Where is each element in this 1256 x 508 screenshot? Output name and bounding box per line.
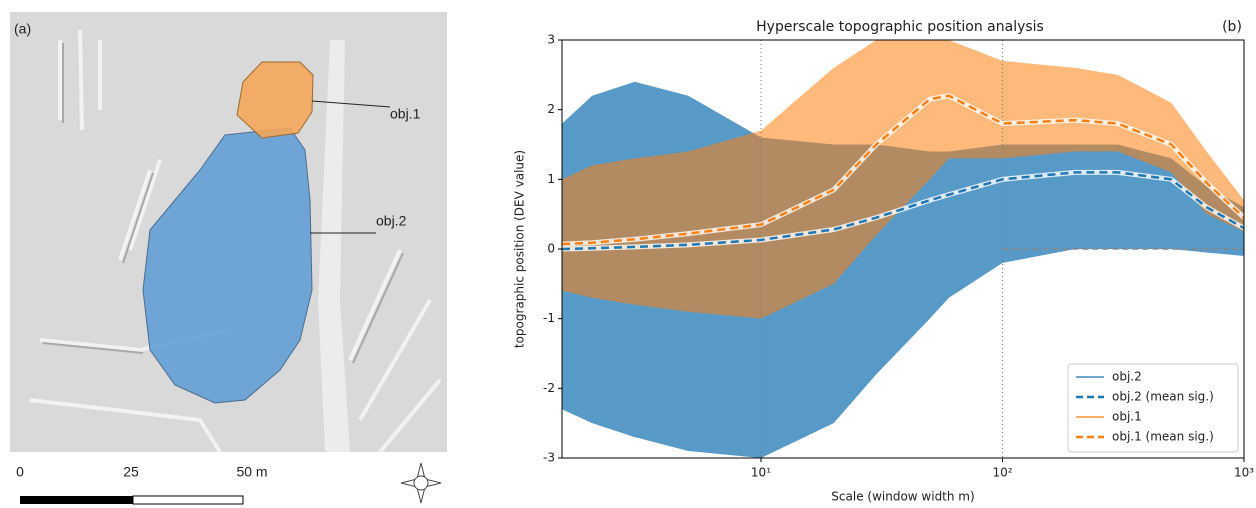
panel-label: (a): [14, 21, 31, 37]
terrain-ridge: [29, 29, 442, 454]
legend-label: obj.1 (mean sig.): [1112, 430, 1214, 444]
x-tick-label: 10²: [992, 466, 1012, 480]
plot-area: [562, 40, 1244, 458]
mean-line-halo: [562, 93, 1244, 247]
x-axis-label: Scale (window width m): [831, 490, 974, 504]
legend-label: obj.2 (mean sig.): [1112, 390, 1214, 404]
y-tick-label: 1: [547, 172, 555, 186]
chart-panel: Hyperscale topographic position analysis…: [513, 19, 1255, 504]
object-label: obj.2: [376, 213, 407, 229]
obj-2-polygon: [142, 127, 313, 404]
terrain-shadow: [42, 43, 404, 364]
panel-label: (b): [1222, 19, 1242, 35]
leader-line: [311, 100, 391, 108]
signature-band: [562, 40, 1244, 319]
y-tick-label: 3: [547, 33, 555, 47]
y-tick-label: -2: [543, 381, 555, 395]
y-tick-label: 2: [547, 102, 555, 116]
legend-label: obj.2: [1112, 370, 1142, 384]
x-tick-label: 10³: [1234, 466, 1254, 480]
object-label: obj.1: [390, 106, 421, 122]
x-tick-label: 10¹: [751, 466, 771, 480]
chart-title: Hyperscale topographic position analysis: [756, 19, 1044, 35]
scale-label: 25: [123, 464, 139, 480]
y-tick-label: -1: [543, 311, 555, 325]
y-tick-label: 0: [547, 242, 555, 256]
map-panel: (a) obj.1 obj.2 0 25 50 m: [10, 12, 447, 505]
legend-label: obj.1: [1112, 410, 1142, 424]
mean-signature: [562, 171, 1244, 251]
scale-bar: [132, 495, 244, 505]
road: [318, 40, 350, 452]
scale-label: 0: [16, 464, 24, 480]
y-axis-label: topographic position (DEV value): [513, 150, 527, 348]
legend-box: [1067, 363, 1239, 453]
scale-bar: [20, 496, 133, 504]
north-arrow: [400, 462, 442, 504]
y-tick-label: -3: [543, 451, 555, 465]
scale-label: 50 m: [236, 464, 267, 480]
obj-1-polygon: [236, 61, 314, 139]
